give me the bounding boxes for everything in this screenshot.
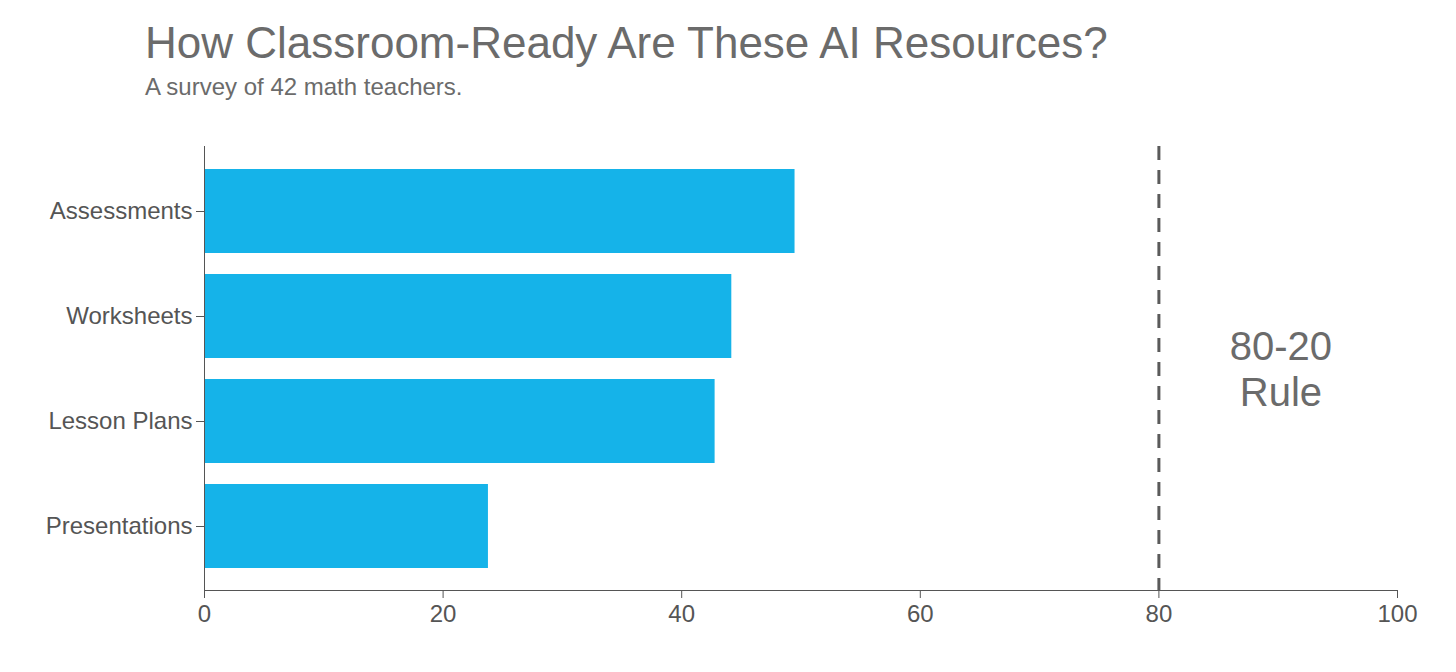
svg-text:80-20Rule: 80-20Rule bbox=[1230, 324, 1332, 414]
svg-text:80: 80 bbox=[1146, 600, 1173, 627]
svg-text:60: 60 bbox=[907, 600, 934, 627]
html-text:A survey of 42 math teachers.: A survey of 42 math teachers. bbox=[145, 73, 463, 100]
svg-text:Assessments: Assessments bbox=[50, 197, 193, 224]
svg-text:100: 100 bbox=[1377, 600, 1417, 627]
svg-text:0: 0 bbox=[198, 600, 211, 627]
svg-text:Presentations: Presentations bbox=[46, 512, 193, 539]
html-text:How Classroom-Ready Are These: How Classroom-Ready Are These AI Resourc… bbox=[145, 18, 1108, 67]
svg-text:20: 20 bbox=[430, 600, 457, 627]
svg-text:Worksheets: Worksheets bbox=[66, 302, 192, 329]
svg-text:Lesson Plans: Lesson Plans bbox=[48, 407, 192, 434]
svg-text:40: 40 bbox=[668, 600, 695, 627]
